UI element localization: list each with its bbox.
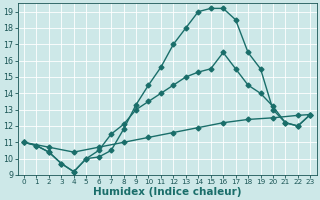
X-axis label: Humidex (Indice chaleur): Humidex (Indice chaleur) <box>93 187 241 197</box>
